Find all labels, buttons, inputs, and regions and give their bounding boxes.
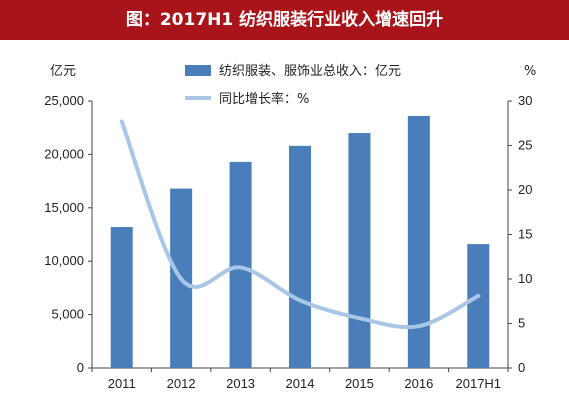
bar-series [110, 115, 490, 369]
growth-rate-line [119, 119, 481, 330]
bar [110, 227, 133, 368]
tick-labels: 0 5,000 10,000 15,000 20,000 25,000 0 5 10 15 20 25… [44, 64, 536, 391]
legend-label-bar: 纺织服装、服饰业总收入：亿元 [219, 64, 401, 79]
x-tick-label: 2013 [226, 376, 255, 391]
right-tick-label: 25 [518, 138, 532, 153]
line-series [119, 119, 481, 330]
right-tick-label: 20 [518, 182, 532, 197]
chart-title: 图：2017H1 纺织服装行业收入增速回升 [0, 0, 569, 40]
right-axis-unit: % [524, 64, 536, 79]
x-tick-label: 2017H1 [456, 376, 502, 391]
left-tick-label: 0 [77, 360, 84, 375]
left-tick-label: 20,000 [44, 146, 84, 161]
right-tick-label: 0 [518, 360, 525, 375]
legend-swatch-bar [185, 65, 211, 76]
bar [467, 244, 490, 368]
right-tick-label: 10 [518, 271, 532, 286]
x-tick-label: 2012 [167, 376, 196, 391]
bar [407, 115, 430, 369]
left-tick-label: 5,000 [51, 307, 84, 322]
x-tick-label: 2016 [404, 376, 433, 391]
right-tick-label: 30 [518, 93, 532, 108]
bar [348, 133, 371, 368]
bar [289, 145, 311, 368]
x-tick-label: 2011 [108, 376, 136, 391]
right-tick-label: 5 [518, 316, 525, 331]
chart: 0 5,000 10,000 15,000 20,000 25,000 0 5 10 15 20 25… [44, 64, 536, 391]
left-tick-label: 10,000 [44, 253, 84, 268]
left-tick-label: 15,000 [44, 200, 84, 215]
legend-label-line: 同比增长率：% [219, 91, 309, 107]
bar [229, 161, 252, 368]
x-tick-label: 2015 [345, 376, 374, 391]
left-tick-label: 25,000 [44, 93, 84, 108]
left-axis-unit: 亿元 [50, 64, 76, 79]
right-tick-label: 15 [518, 227, 532, 242]
x-tick-label: 2014 [286, 376, 315, 391]
